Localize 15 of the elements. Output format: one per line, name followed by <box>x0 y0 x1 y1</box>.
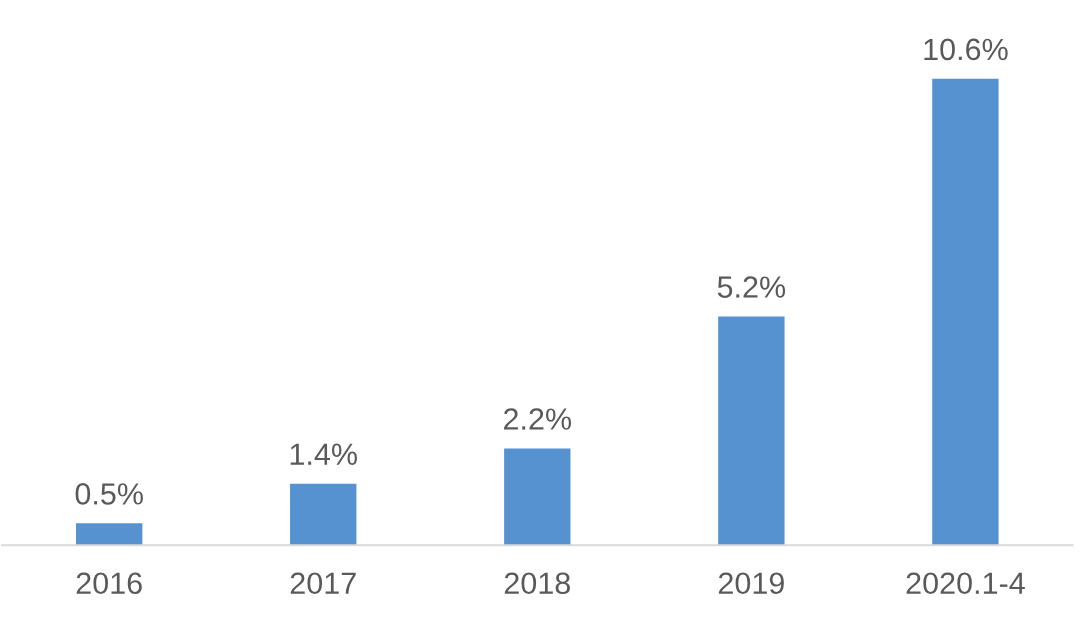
x-tick-label: 2019 <box>718 572 784 595</box>
bar <box>932 78 999 546</box>
data-label: 0.5% <box>75 483 143 505</box>
x-tick-label: 2020.1-4 <box>906 572 1025 595</box>
x-tick-label: 2018 <box>504 572 570 595</box>
data-label: 10.6% <box>924 38 1008 61</box>
data-label: 5.2% <box>717 276 786 298</box>
bar <box>76 523 143 546</box>
bar <box>504 448 571 546</box>
bar <box>290 483 357 546</box>
x-tick-label: 2017 <box>290 572 356 595</box>
data-label: 2.2% <box>504 408 572 430</box>
x-tick-label: 2016 <box>76 572 142 595</box>
data-label: 1.4% <box>290 443 357 465</box>
bar <box>718 316 785 546</box>
